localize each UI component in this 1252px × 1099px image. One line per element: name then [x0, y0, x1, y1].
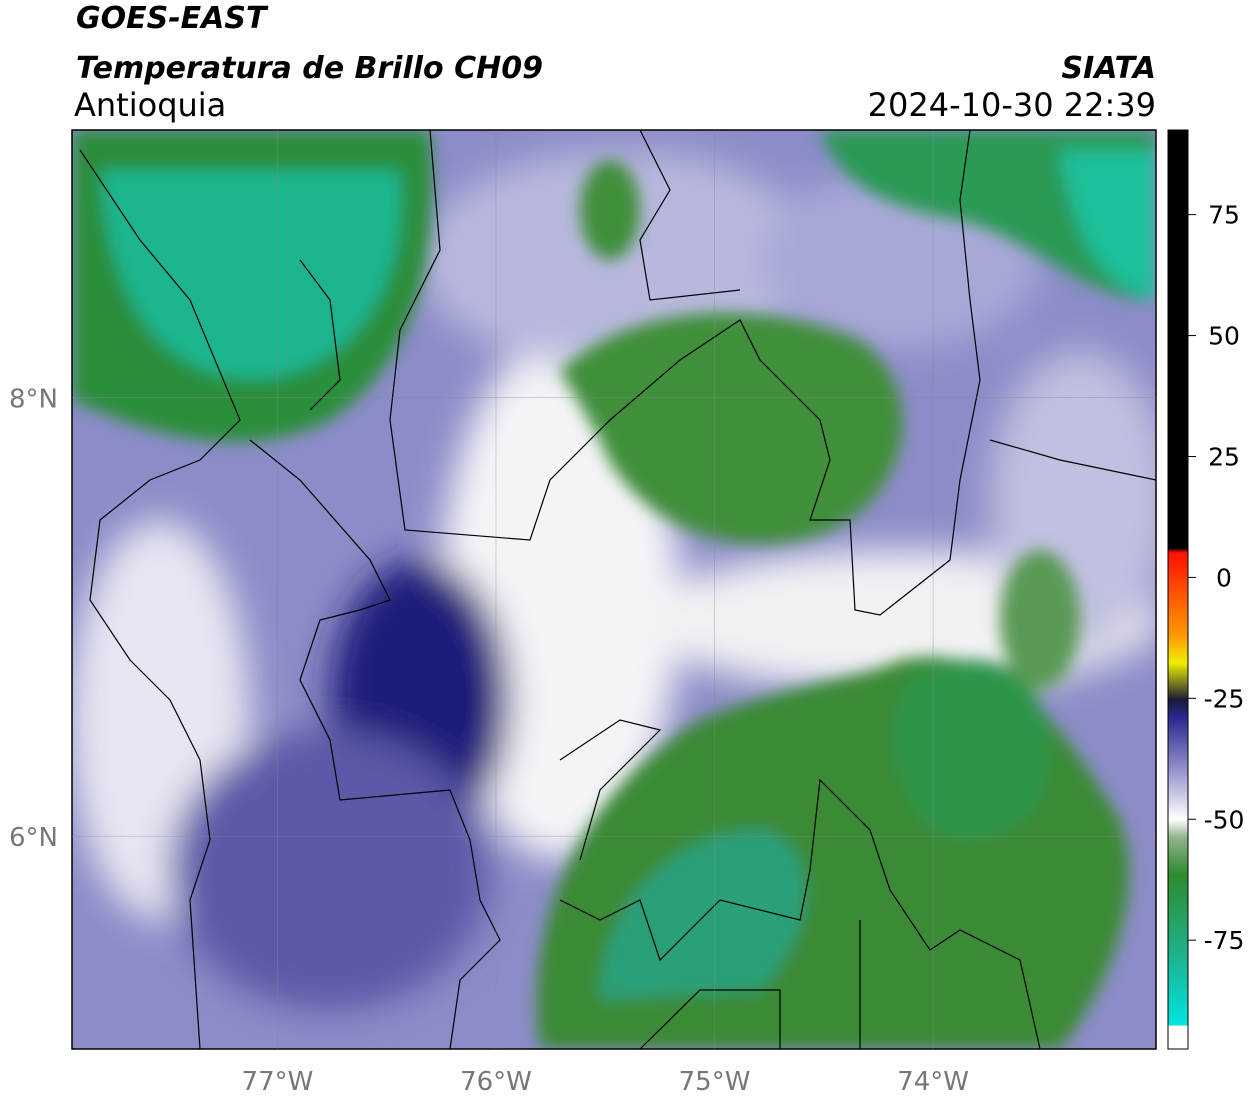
satellite-image	[72, 130, 1156, 1049]
agency: SIATA	[1062, 51, 1156, 86]
colorbar-tick-label: -25	[1204, 684, 1245, 713]
subtitle: Temperatura de Brillo CH09	[76, 51, 543, 86]
colorbar-tick-label: -50	[1204, 805, 1245, 834]
x-tick-label: 75°W	[679, 1067, 751, 1097]
region: Antioquia	[74, 86, 226, 124]
colorbar-tick-label: 25	[1208, 442, 1240, 471]
colorbar-tick-label: -75	[1204, 926, 1245, 955]
title: GOES-EAST	[76, 1, 269, 36]
map-frame	[71, 129, 1157, 1050]
x-tick-label: 77°W	[242, 1067, 314, 1097]
timestamp: 2024-10-30 22:39	[868, 86, 1156, 124]
colorbar-tick-label: 50	[1208, 322, 1240, 351]
colorbar	[1167, 129, 1189, 1050]
x-tick-label: 76°W	[460, 1067, 532, 1097]
y-tick-label: 8°N	[9, 385, 58, 415]
colorbar-tick-label: 0	[1216, 563, 1232, 592]
boundaries	[79, 130, 1156, 1049]
x-tick-label: 74°W	[897, 1067, 969, 1097]
y-tick-label: 6°N	[9, 823, 58, 853]
colorbar-tick-label: 75	[1208, 201, 1240, 230]
